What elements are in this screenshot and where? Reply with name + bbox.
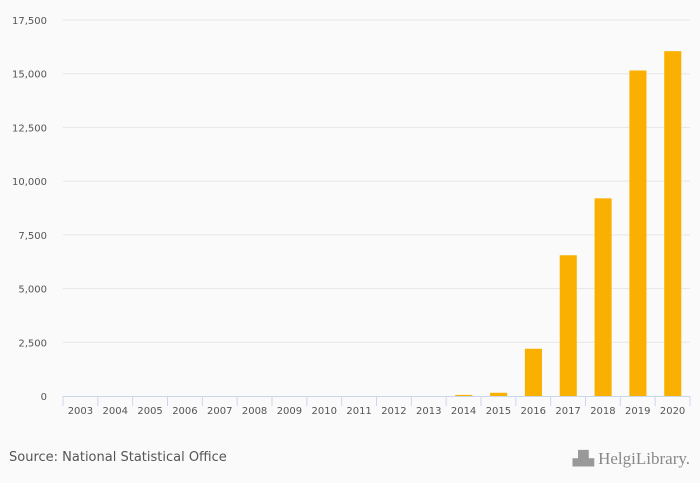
bar bbox=[524, 348, 542, 396]
y-tick-label: 12,500 bbox=[12, 123, 47, 134]
source-note: Source: National Statistical Office bbox=[9, 450, 227, 465]
bar-chart: 0 2,500 5,000 7,500 10,000 12,500 15,000 17,500… bbox=[12, 16, 691, 417]
x-tick-label: 2017 bbox=[555, 406, 580, 417]
y-tick-label: 2,500 bbox=[18, 338, 47, 349]
y-tick-label: 17,500 bbox=[12, 16, 47, 27]
x-tick-label: 2019 bbox=[625, 406, 650, 417]
x-tick-label: 2004 bbox=[103, 406, 128, 417]
y-tick-label: 0 bbox=[41, 392, 47, 403]
x-tick-label: 2015 bbox=[486, 406, 511, 417]
bar bbox=[594, 198, 612, 396]
x-tick-label: 2008 bbox=[242, 406, 267, 417]
bar bbox=[455, 394, 473, 396]
x-tick-label: 2020 bbox=[660, 406, 685, 417]
x-tick-label: 2013 bbox=[416, 406, 441, 417]
x-tick-label: 2016 bbox=[521, 406, 546, 417]
y-tick-label: 7,500 bbox=[18, 231, 47, 242]
logo-text: HelgiLibrary. bbox=[598, 449, 690, 468]
x-tick-label: 2009 bbox=[277, 406, 302, 417]
x-tick-label: 2011 bbox=[346, 406, 371, 417]
x-tick-label: 2007 bbox=[207, 406, 232, 417]
x-tick-label: 2006 bbox=[172, 406, 197, 417]
bar bbox=[664, 51, 682, 396]
logo-icon: ▟▙ bbox=[572, 451, 595, 467]
bar bbox=[490, 392, 508, 396]
x-tick-label: 2003 bbox=[68, 406, 93, 417]
x-tick-label: 2012 bbox=[381, 406, 406, 417]
helgi-library-logo[interactable]: ▟▙ HelgiLibrary. bbox=[573, 449, 690, 469]
bar bbox=[629, 70, 647, 397]
y-tick-label: 5,000 bbox=[18, 285, 47, 296]
y-tick-label: 15,000 bbox=[12, 70, 47, 81]
y-tick-label: 10,000 bbox=[12, 177, 47, 188]
x-tick-label: 2018 bbox=[590, 406, 615, 417]
x-tick-label: 2010 bbox=[312, 406, 337, 417]
x-tick-label: 2014 bbox=[451, 406, 476, 417]
x-tick-label: 2005 bbox=[137, 406, 162, 417]
bar bbox=[559, 255, 577, 396]
